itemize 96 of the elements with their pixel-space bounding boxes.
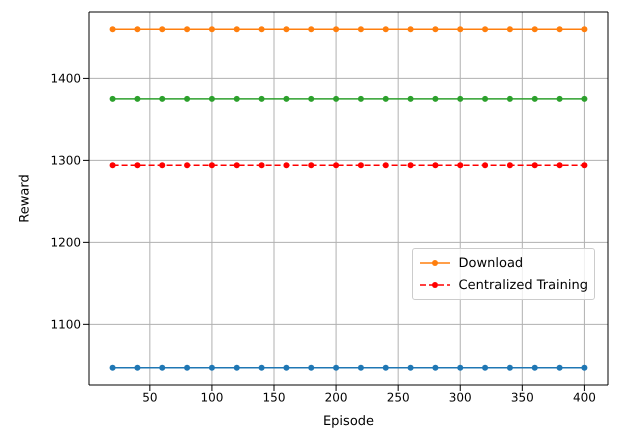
point: [258, 162, 265, 168]
point: [134, 26, 140, 32]
point: [532, 96, 538, 102]
point: [432, 364, 438, 371]
point: [457, 364, 464, 371]
point: [258, 96, 265, 102]
point: [432, 26, 438, 32]
point: [482, 364, 488, 371]
point: [408, 96, 414, 102]
point: [532, 364, 538, 371]
point: [110, 364, 116, 371]
point: [184, 162, 190, 168]
x-tick-label: 50: [142, 390, 158, 405]
x-tick-label: 300: [448, 390, 472, 405]
point: [382, 96, 389, 102]
point: [506, 96, 513, 102]
point: [382, 364, 389, 371]
y-axis-title: Reward: [18, 174, 33, 223]
point: [457, 26, 464, 32]
point: [308, 364, 314, 371]
point: [134, 96, 140, 102]
x-axis-title: Episode: [322, 414, 374, 429]
point: [556, 96, 563, 102]
point: [556, 26, 563, 32]
y-tick-label: 1100: [50, 318, 81, 332]
x-tick-label: 200: [324, 390, 348, 405]
point: [556, 364, 563, 371]
point: [408, 162, 414, 168]
point: [308, 162, 314, 168]
point: [482, 26, 488, 32]
point: [333, 162, 340, 168]
point: [283, 364, 290, 371]
point: [234, 364, 240, 371]
point: [159, 26, 166, 32]
point: [184, 364, 190, 371]
point: [358, 162, 364, 168]
x-tick-label: 350: [510, 390, 534, 405]
point: [457, 162, 464, 168]
point: [159, 96, 166, 102]
point: [556, 162, 563, 168]
x-tick-label: 150: [262, 390, 286, 405]
point: [457, 96, 464, 102]
y-tick-label: 1300: [50, 154, 81, 168]
x-tick-label: 100: [200, 390, 224, 405]
point: [159, 162, 166, 168]
point: [308, 26, 314, 32]
point: [134, 162, 140, 168]
point: [532, 162, 538, 168]
point: [110, 162, 116, 168]
point: [581, 96, 588, 102]
point: [208, 96, 215, 102]
point: [234, 162, 240, 168]
point: [482, 96, 488, 102]
point: [532, 26, 538, 32]
point: [408, 26, 414, 32]
point: [234, 26, 240, 32]
point: [581, 162, 588, 168]
point: [581, 364, 588, 371]
point: [283, 96, 290, 102]
point: [382, 162, 389, 168]
point: [506, 162, 513, 168]
point: [258, 364, 265, 371]
y-tick-label: 1400: [50, 72, 81, 86]
point: [110, 26, 116, 32]
point: [482, 162, 488, 168]
point: [432, 162, 438, 168]
point: [234, 96, 240, 102]
point: [208, 26, 215, 32]
point: [308, 96, 314, 102]
legend-label: Centralized Training: [458, 278, 588, 292]
point: [283, 162, 290, 168]
point: [432, 96, 438, 102]
point: [408, 364, 414, 371]
point: [581, 26, 588, 32]
point: [208, 162, 215, 168]
point: [358, 26, 364, 32]
y-tick-label: 1200: [50, 236, 81, 250]
legend-label: Download: [458, 256, 524, 270]
x-tick-label: 250: [386, 390, 410, 405]
point: [333, 364, 340, 371]
point: [184, 96, 190, 102]
point: [258, 26, 265, 32]
point: [333, 96, 340, 102]
point: [506, 26, 513, 32]
point: [134, 364, 140, 371]
point: [184, 26, 190, 32]
point: [208, 364, 215, 371]
point: [382, 26, 389, 32]
point: [506, 364, 513, 371]
x-tick-label: 400: [572, 390, 596, 405]
point: [110, 96, 116, 102]
point: [159, 364, 166, 371]
point: [283, 26, 290, 32]
point: [358, 96, 364, 102]
point: [358, 364, 364, 371]
point: [333, 26, 340, 32]
